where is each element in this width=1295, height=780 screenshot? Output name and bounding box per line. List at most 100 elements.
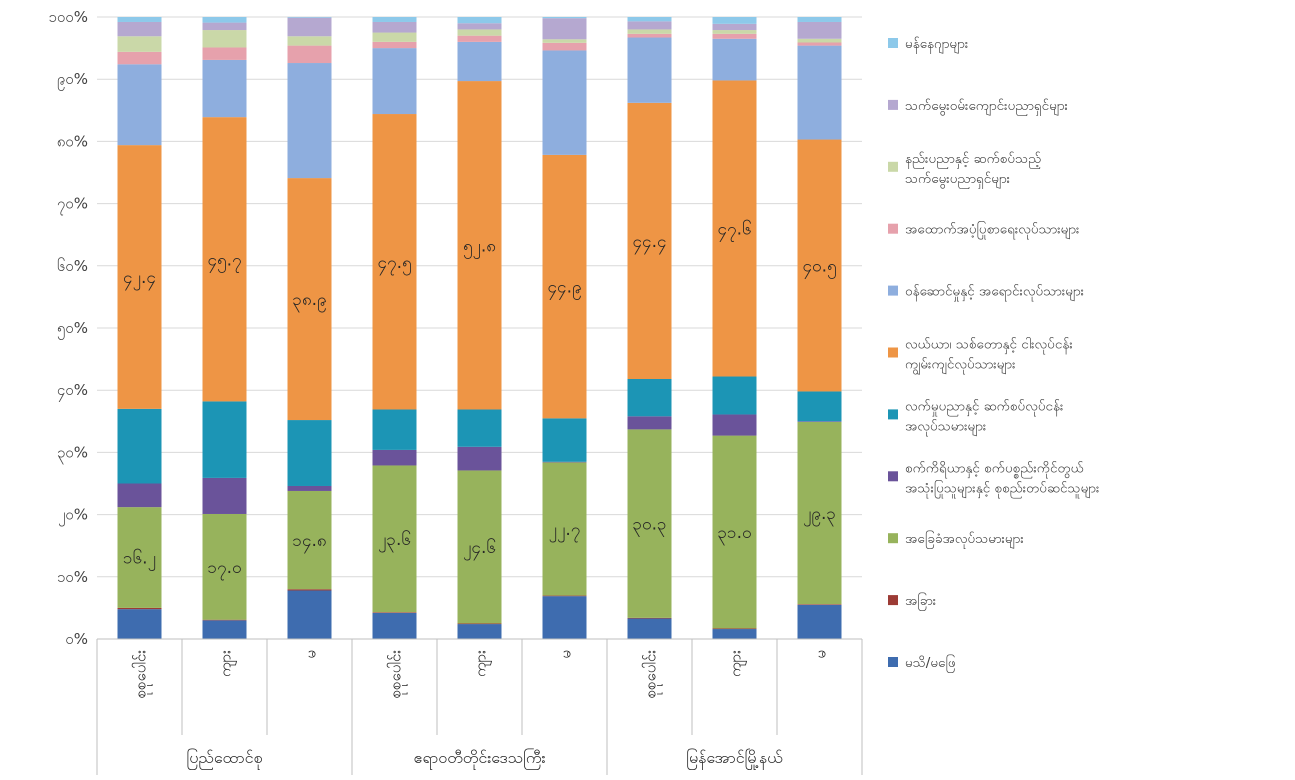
bar-segment (542, 17, 587, 19)
bar-segment (202, 401, 247, 478)
bar-segment (457, 81, 502, 410)
y-tick-label: ၁၀% (57, 568, 88, 586)
bar-segment (797, 421, 842, 422)
bar-segment (542, 595, 587, 597)
bar-segment (712, 628, 757, 630)
data-label: ၄၅.၇ (207, 250, 241, 273)
data-label: ၁၇.၀ (207, 558, 241, 581)
bar-segment (542, 18, 587, 40)
category-label: မ (302, 650, 320, 659)
bar-segment (797, 45, 842, 140)
bar-segment (117, 17, 162, 22)
legend-swatch (888, 285, 898, 296)
bar-segment (542, 461, 587, 463)
bar-segment (457, 623, 502, 625)
bar-segment (202, 117, 247, 402)
bar-segment (797, 139, 842, 392)
data-label: ၃၁.၀ (717, 523, 751, 546)
bar-segment (372, 41, 417, 49)
category-label: မ (812, 650, 830, 659)
bar-segment (372, 32, 417, 42)
legend-swatch (888, 533, 898, 544)
bar-segment (712, 376, 757, 415)
data-label: ၄၀.၅ (802, 256, 836, 279)
bar-segment (117, 145, 162, 409)
bar-segment (797, 38, 842, 43)
bars: ၁၆.၂ ၄၂.၄၁၇.၀ ၄၅.၇၁၄.၈ ၃၈.၉၂၃.၆ ၄၇.၅၂၄.၆ ၅၂.၈… (117, 17, 842, 639)
bar-segment (372, 48, 417, 115)
bar-segment (542, 418, 587, 462)
legend-swatch (888, 99, 898, 110)
bar-segment (627, 29, 672, 34)
legend-swatch (888, 161, 898, 172)
legend-label: အခြား (905, 592, 937, 611)
bar-segment (797, 21, 842, 39)
bar-segment (797, 604, 842, 605)
bar-segment (372, 114, 417, 410)
bar-segment (542, 42, 587, 51)
data-label: ၄၄.၉ (547, 278, 581, 301)
data-label: ၄၇.၆ (717, 218, 751, 242)
bar-segment (202, 513, 247, 620)
bar-segment (627, 618, 672, 639)
bar-segment (797, 421, 842, 605)
bar-segment (457, 41, 502, 82)
data-label: ၂၉.၃ (803, 504, 836, 527)
legend: မန်နေဂျာများသက်မွေးဝမ်းကျောင်းပညာရှင်မျာ… (888, 36, 1100, 673)
group-label: မြန်အောင်မြို့နယ် (686, 748, 783, 770)
legend-label: အခြေခံအလုပ်သမားများ (905, 530, 1024, 549)
bar-segment (457, 409, 502, 447)
y-tick-label: ၄၀% (57, 381, 88, 402)
bar-segment (372, 465, 417, 613)
bar-segment (202, 620, 247, 639)
bar-segment (202, 619, 247, 621)
bar-segment (287, 589, 332, 591)
bar-segment (287, 485, 332, 491)
bar-segment (287, 178, 332, 421)
legend-label: မန်နေဂျာများ (905, 36, 969, 54)
bar-segment (287, 63, 332, 179)
bar-segment (627, 17, 672, 22)
legend-swatch (888, 595, 898, 606)
data-label: ၂၄.၆ (463, 537, 496, 561)
bar-segment (372, 21, 417, 33)
data-label: ၅၂.၈ (463, 236, 496, 259)
y-tick-label: ၀% (65, 630, 88, 648)
y-tick-label: ၁၀၀% (48, 8, 88, 26)
bar-segment (797, 17, 842, 22)
bar-segment (797, 604, 842, 639)
legend-swatch (888, 347, 898, 358)
legend-swatch (888, 223, 898, 234)
bar-segment (287, 590, 332, 639)
category-label: ကျား (217, 650, 238, 677)
legend-swatch (888, 657, 898, 667)
legend-label: လယ်ယာ၊ သစ်တောနှင့် ငါးလုပ်ငန်းကျွမ်းကျင်… (905, 337, 1073, 376)
category-label: မ (557, 650, 575, 659)
bar-segment (797, 391, 842, 422)
category-label: ကျား (472, 650, 493, 677)
bar-segment (797, 42, 842, 46)
y-tick-label: ၇၀% (57, 195, 88, 216)
bar-segment (202, 22, 247, 31)
bar-segment (712, 414, 757, 436)
legend-label: မသိ/မဖြေ (905, 654, 956, 673)
legend-label: သက်မွေးဝမ်းကျောင်းပညာရှင်များ (905, 98, 1069, 116)
bar-segment (542, 50, 587, 155)
bar-segment (372, 17, 417, 22)
bar-segment (627, 37, 672, 103)
y-tick-label: ၉၀% (57, 70, 88, 91)
bar-segment (117, 483, 162, 508)
legend-label: စက်ကိရိယာနှင့် စက်ပစ္စည်းကိုင်တွယ်အသုံးပ… (905, 460, 1100, 498)
y-axis: ၀% ၁၀% ၂၀% ၃၀% ၄၀% ၅၀% ၆၀% ၇၀% ၈၀% ၉၀% ၁၀၀% (48, 8, 88, 648)
data-label: ၃၈.၉ (292, 290, 326, 313)
bar-segment (627, 379, 672, 417)
data-label: ၄၇.၅ (377, 253, 411, 276)
bar-segment (712, 33, 757, 39)
data-label: ၃၀.၃ (632, 515, 666, 538)
bar-segment (287, 420, 332, 486)
bar-segment (117, 21, 162, 37)
bar-segment (202, 47, 247, 60)
category-label: ကျား (727, 650, 748, 677)
data-label: ၂၃.၆ (378, 529, 411, 553)
